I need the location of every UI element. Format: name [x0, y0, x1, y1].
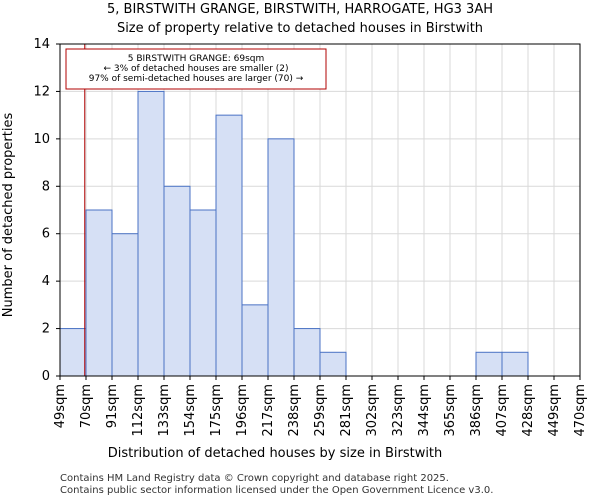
- x-axis-label: Distribution of detached houses by size …: [108, 446, 443, 461]
- footer-licence: Contains public sector information licen…: [60, 485, 493, 496]
- x-tick-label: 217sqm: [261, 384, 276, 437]
- bar-49sqm: [59, 328, 87, 377]
- bar-386sqm: [475, 351, 503, 377]
- x-tick-label: 175sqm: [209, 384, 224, 437]
- bar-217sqm: [267, 138, 295, 377]
- annotation-line-1: 5 BIRSTWITH GRANGE: 69sqm: [128, 54, 265, 64]
- x-tick-label: 365sqm: [443, 384, 458, 437]
- x-tick-label: 49sqm: [53, 384, 68, 428]
- bar-154sqm: [189, 209, 217, 377]
- x-tick-label: 112sqm: [131, 384, 146, 437]
- x-tick-label: 407sqm: [495, 384, 510, 437]
- bar-133sqm: [163, 185, 191, 377]
- y-tick-label: 4: [42, 274, 50, 289]
- y-tick-label: 14: [33, 37, 50, 52]
- y-tick-label: 6: [42, 227, 50, 242]
- annotation-line-3: 97% of semi-detached houses are larger (…: [89, 74, 304, 84]
- x-tick-label: 344sqm: [417, 384, 432, 437]
- bar-70sqm: [85, 209, 113, 377]
- y-tick-label: 2: [42, 322, 50, 337]
- x-tick-label: 449sqm: [547, 384, 562, 437]
- x-tick-label: 70sqm: [79, 384, 94, 428]
- y-axis-label: Number of detached properties: [1, 113, 16, 318]
- bars: [59, 90, 529, 377]
- bar-407sqm: [501, 351, 529, 377]
- bar-175sqm: [215, 114, 243, 377]
- x-tick-label: 91sqm: [105, 384, 120, 428]
- y-tick-label: 0: [42, 369, 50, 384]
- bar-112sqm: [137, 90, 165, 377]
- x-tick-label: 386sqm: [469, 384, 484, 437]
- x-tick-label: 323sqm: [391, 384, 406, 437]
- x-axis-ticks: 49sqm 70sqm 91sqm 112sqm 133sqm 154sqm 175sqm 1…: [53, 376, 588, 437]
- x-tick-label: 428sqm: [521, 384, 536, 437]
- x-tick-label: 133sqm: [157, 384, 172, 437]
- x-tick-label: 281sqm: [339, 384, 354, 437]
- bar-196sqm: [241, 304, 269, 377]
- x-tick-label: 154sqm: [183, 384, 198, 437]
- x-tick-label: 196sqm: [235, 384, 250, 437]
- annotation-line-2: ← 3% of detached houses are smaller (2): [103, 64, 288, 74]
- y-tick-label: 12: [33, 84, 50, 99]
- y-axis-ticks: 0 2 4 6 8 10 12 14: [33, 37, 60, 384]
- bar-259sqm: [319, 351, 347, 377]
- annotation-box: [65, 48, 327, 90]
- footer-copyright: Contains HM Land Registry data © Crown c…: [60, 473, 449, 484]
- bar-91sqm: [111, 233, 139, 377]
- chart-title-line-1: 5, BIRSTWITH GRANGE, BIRSTWITH, HARROGAT…: [107, 2, 493, 17]
- x-tick-label: 302sqm: [365, 384, 380, 437]
- y-tick-label: 10: [33, 132, 50, 147]
- y-tick-label: 8: [42, 179, 50, 194]
- x-tick-label: 470sqm: [573, 384, 588, 437]
- x-tick-label: 238sqm: [287, 384, 302, 437]
- x-tick-label: 259sqm: [313, 384, 328, 437]
- chart-title-line-2: Size of property relative to detached ho…: [117, 21, 483, 36]
- marker-annotation: 5 BIRSTWITH GRANGE: 69sqm ← 3% of detach…: [65, 48, 327, 90]
- bar-238sqm: [293, 328, 321, 377]
